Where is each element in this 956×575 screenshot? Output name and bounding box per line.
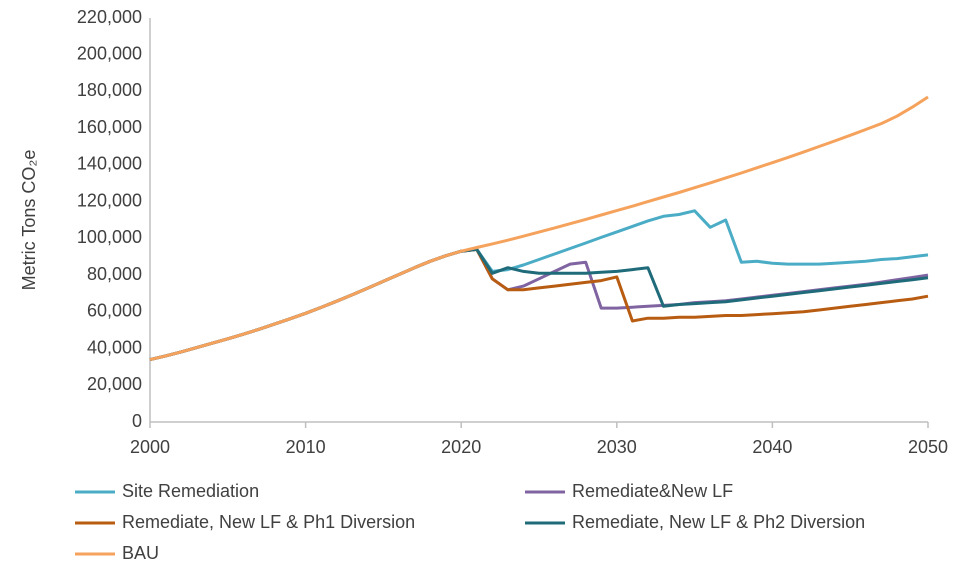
y-tick-label: 60,000 bbox=[87, 301, 142, 321]
x-tick-label: 2010 bbox=[286, 437, 326, 457]
y-tick-label: 220,000 bbox=[77, 7, 142, 27]
y-tick-label: 160,000 bbox=[77, 117, 142, 137]
y-tick-label: 120,000 bbox=[77, 190, 142, 210]
y-tick-label: 40,000 bbox=[87, 337, 142, 357]
series-line bbox=[149, 247, 929, 362]
y-tick-label: 200,000 bbox=[77, 43, 142, 63]
x-tick-label: 2050 bbox=[908, 437, 948, 457]
y-axis-label: Metric Tons CO₂e bbox=[19, 150, 39, 291]
legend-label: Remediate, New LF & Ph1 Diversion bbox=[122, 512, 415, 532]
x-tick-label: 2000 bbox=[130, 437, 170, 457]
y-tick-label: 140,000 bbox=[77, 154, 142, 174]
legend-label: Site Remediation bbox=[122, 481, 259, 501]
y-tick-label: 20,000 bbox=[87, 374, 142, 394]
y-tick-label: 180,000 bbox=[77, 80, 142, 100]
series-line bbox=[149, 247, 929, 362]
legend-label: BAU bbox=[122, 543, 159, 563]
legend-label: Remediate, New LF & Ph2 Diversion bbox=[572, 512, 865, 532]
x-tick-label: 2020 bbox=[441, 437, 481, 457]
y-tick-label: 100,000 bbox=[77, 227, 142, 247]
series-line bbox=[149, 247, 929, 362]
y-tick-label: 80,000 bbox=[87, 264, 142, 284]
y-tick-label: 0 bbox=[132, 411, 142, 431]
legend-label: Remediate&New LF bbox=[572, 481, 733, 501]
x-tick-label: 2030 bbox=[597, 437, 637, 457]
x-tick-label: 2040 bbox=[752, 437, 792, 457]
series-line bbox=[149, 95, 929, 362]
